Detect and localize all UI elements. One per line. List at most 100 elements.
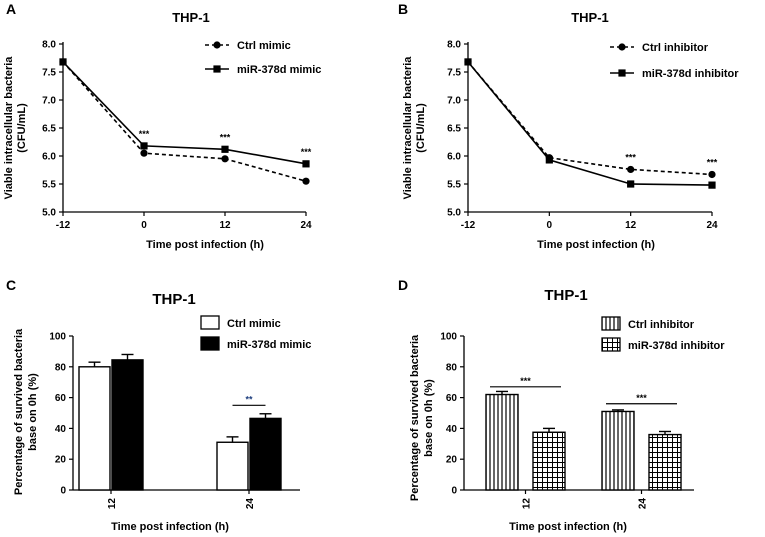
panel-a-y-tick-label: 7.5 [42, 68, 56, 79]
panel-a-series-line-1 [62, 61, 307, 182]
panel-a-y-tick-label: 6.0 [42, 152, 56, 163]
panel-b-y-tick-label: 8.0 [447, 40, 461, 51]
panel-a-series-line-2 [62, 61, 307, 165]
panel-c-bar-chart: THP-1 Percentage of survived bacteria ba… [13, 291, 311, 533]
panel-d-significance-label: *** [636, 393, 647, 403]
panel-b-series-line-2 [467, 61, 713, 186]
panel-b-point-square [464, 58, 472, 66]
panel-a-marks: 5.0 5.5 6.0 6.5 7.0 7.5 8.0 -12 0 12 24 Ctrl mimic m… [42, 40, 321, 232]
panel-d-significance-label: *** [520, 376, 531, 386]
panel-a-legend-label-1: Ctrl mimic [237, 40, 291, 52]
panel-c-significance-label: ** [245, 394, 253, 404]
panel-b-point-square [545, 156, 553, 164]
panel-c-legend-swatch-1 [200, 315, 220, 330]
panel-d-bar [648, 433, 682, 491]
panel-d-y-tick-label: 20 [446, 455, 458, 466]
panel-b-legend-marker-square [618, 69, 626, 77]
panel-d-title: THP-1 [544, 287, 587, 304]
panel-b-y-tick-label: 5.0 [447, 208, 461, 219]
panel-b-line-chart: THP-1 Viable intracellular bacteria (CFU… [402, 10, 739, 251]
panel-c-bar [78, 366, 111, 491]
panel-a-x-tick-label: 24 [300, 220, 312, 231]
panel-a-ylabel-line-1: Viable intracellular bacteria [3, 56, 15, 200]
panel-a-point-circle [221, 155, 229, 163]
panel-a-legend-marker-square [213, 65, 221, 73]
panel-b-significance-label: *** [707, 158, 718, 168]
panel-a-point-square [59, 58, 67, 66]
panel-c-bar [216, 441, 249, 491]
panel-b-marks: 5.0 5.5 6.0 6.5 7.0 7.5 8.0 -12 0 12 24 Ctrl inhibi… [447, 40, 739, 232]
panel-c-legend-label-2: miR-378d mimic [227, 339, 311, 351]
panel-a-point-circle [140, 149, 148, 157]
panel-b-title: THP-1 [571, 10, 609, 25]
panel-letter-d: D [398, 277, 408, 293]
panel-b-y-tick-label: 6.5 [447, 124, 461, 135]
panel-a-x-tick-label: 12 [219, 220, 231, 231]
panel-d-ylabel-line-1: Percentage of survived bacteria [409, 334, 421, 501]
panel-c-y-tick-label: 0 [60, 486, 66, 497]
panel-c-y-tick-label: 60 [55, 393, 67, 404]
panel-a-x-tick-label: 0 [141, 220, 147, 231]
panel-d-ylabel-line-2: base on 0h (%) [423, 379, 435, 457]
panel-a-significance-label: *** [139, 129, 150, 139]
panel-b-y-tick-label: 7.5 [447, 68, 461, 79]
panel-c-bar [111, 359, 144, 491]
panel-d-y-tick-label: 80 [446, 362, 458, 373]
panel-d-y-tick-label: 40 [446, 424, 458, 435]
panel-b-x-tick-label: -12 [461, 220, 476, 231]
panel-a-line-chart: THP-1 Viable intracellular bacteria (CFU… [3, 10, 321, 251]
panel-d-y-tick-label: 100 [440, 332, 457, 343]
panel-a-point-square [221, 145, 229, 153]
panel-b-ylabel-line-2: (CFU/mL) [415, 103, 427, 153]
panel-b-y-tick-label: 7.0 [447, 96, 461, 107]
panel-b-point-circle [708, 170, 716, 179]
panel-c-marks: 0 20 40 60 80 100 12 24 ** Ctrl mimic miR-378d mim… [49, 315, 311, 510]
panel-d-x-tick-label: 24 [638, 498, 649, 510]
panel-a-y-tick-label: 5.0 [42, 208, 56, 219]
panel-a-x-tick-label: -12 [56, 220, 71, 231]
panel-c-xlabel: Time post infection (h) [111, 521, 229, 533]
panel-c-title: THP-1 [152, 291, 195, 308]
panel-a-ylabel-line-2: (CFU/mL) [16, 103, 28, 153]
panel-d-y-tick-label: 60 [446, 393, 458, 404]
panel-b-legend-label-2: miR-378d inhibitor [642, 68, 739, 80]
panel-c-y-tick-label: 100 [49, 332, 66, 343]
panel-b-ylabel-line-1: Viable intracellular bacteria [402, 56, 414, 200]
panel-a-title: THP-1 [172, 10, 210, 25]
panel-a-y-tick-label: 7.0 [42, 96, 56, 107]
panel-d-bar-chart: THP-1 Percentage of survived bacteria ba… [409, 287, 725, 533]
panel-d-bar [601, 410, 635, 491]
panel-b-xlabel: Time post infection (h) [537, 239, 655, 251]
panel-b-point-circle [627, 165, 635, 174]
panel-d-x-tick-label: 12 [522, 498, 533, 510]
panel-b-legend-label-1: Ctrl inhibitor [642, 42, 709, 54]
panel-a-point-square [302, 160, 310, 168]
panel-c-y-tick-label: 20 [55, 455, 67, 466]
panel-b-significance-label: *** [625, 152, 636, 162]
panel-a-significance-label: *** [220, 132, 231, 142]
panel-letter-a: A [6, 1, 16, 17]
panel-b-x-tick-label: 12 [625, 220, 637, 231]
panel-d-bar [485, 393, 519, 491]
panel-c-bar [249, 417, 282, 491]
panel-d-legend-swatch-2 [601, 337, 621, 352]
panel-letter-b: B [398, 1, 408, 17]
panel-c-legend-swatch-2 [200, 336, 220, 351]
panel-c-ylabel-line-1: Percentage of survived bacteria [13, 328, 25, 495]
panel-a-y-tick-label: 6.5 [42, 124, 56, 135]
panel-b-legend-marker-circle [618, 43, 626, 51]
panel-c-y-tick-label: 40 [55, 424, 67, 435]
panel-d-legend-label-2: miR-378d inhibitor [628, 340, 725, 352]
panel-b-point-square [627, 180, 635, 188]
panel-a-significance-label: *** [301, 147, 312, 157]
panel-c-x-tick-label: 24 [245, 498, 256, 510]
panel-a-point-square [140, 142, 148, 150]
panel-d-marks: 0 20 40 60 80 100 12 24 *** *** Ctrl inhibitor miR-… [440, 316, 725, 510]
panel-b-x-tick-label: 24 [706, 220, 718, 231]
panel-a-point-circle [302, 177, 310, 185]
panel-b-series-line-1 [467, 61, 713, 176]
panel-d-xlabel: Time post infection (h) [509, 521, 627, 533]
panel-c-ylabel-line-2: base on 0h (%) [27, 373, 39, 451]
